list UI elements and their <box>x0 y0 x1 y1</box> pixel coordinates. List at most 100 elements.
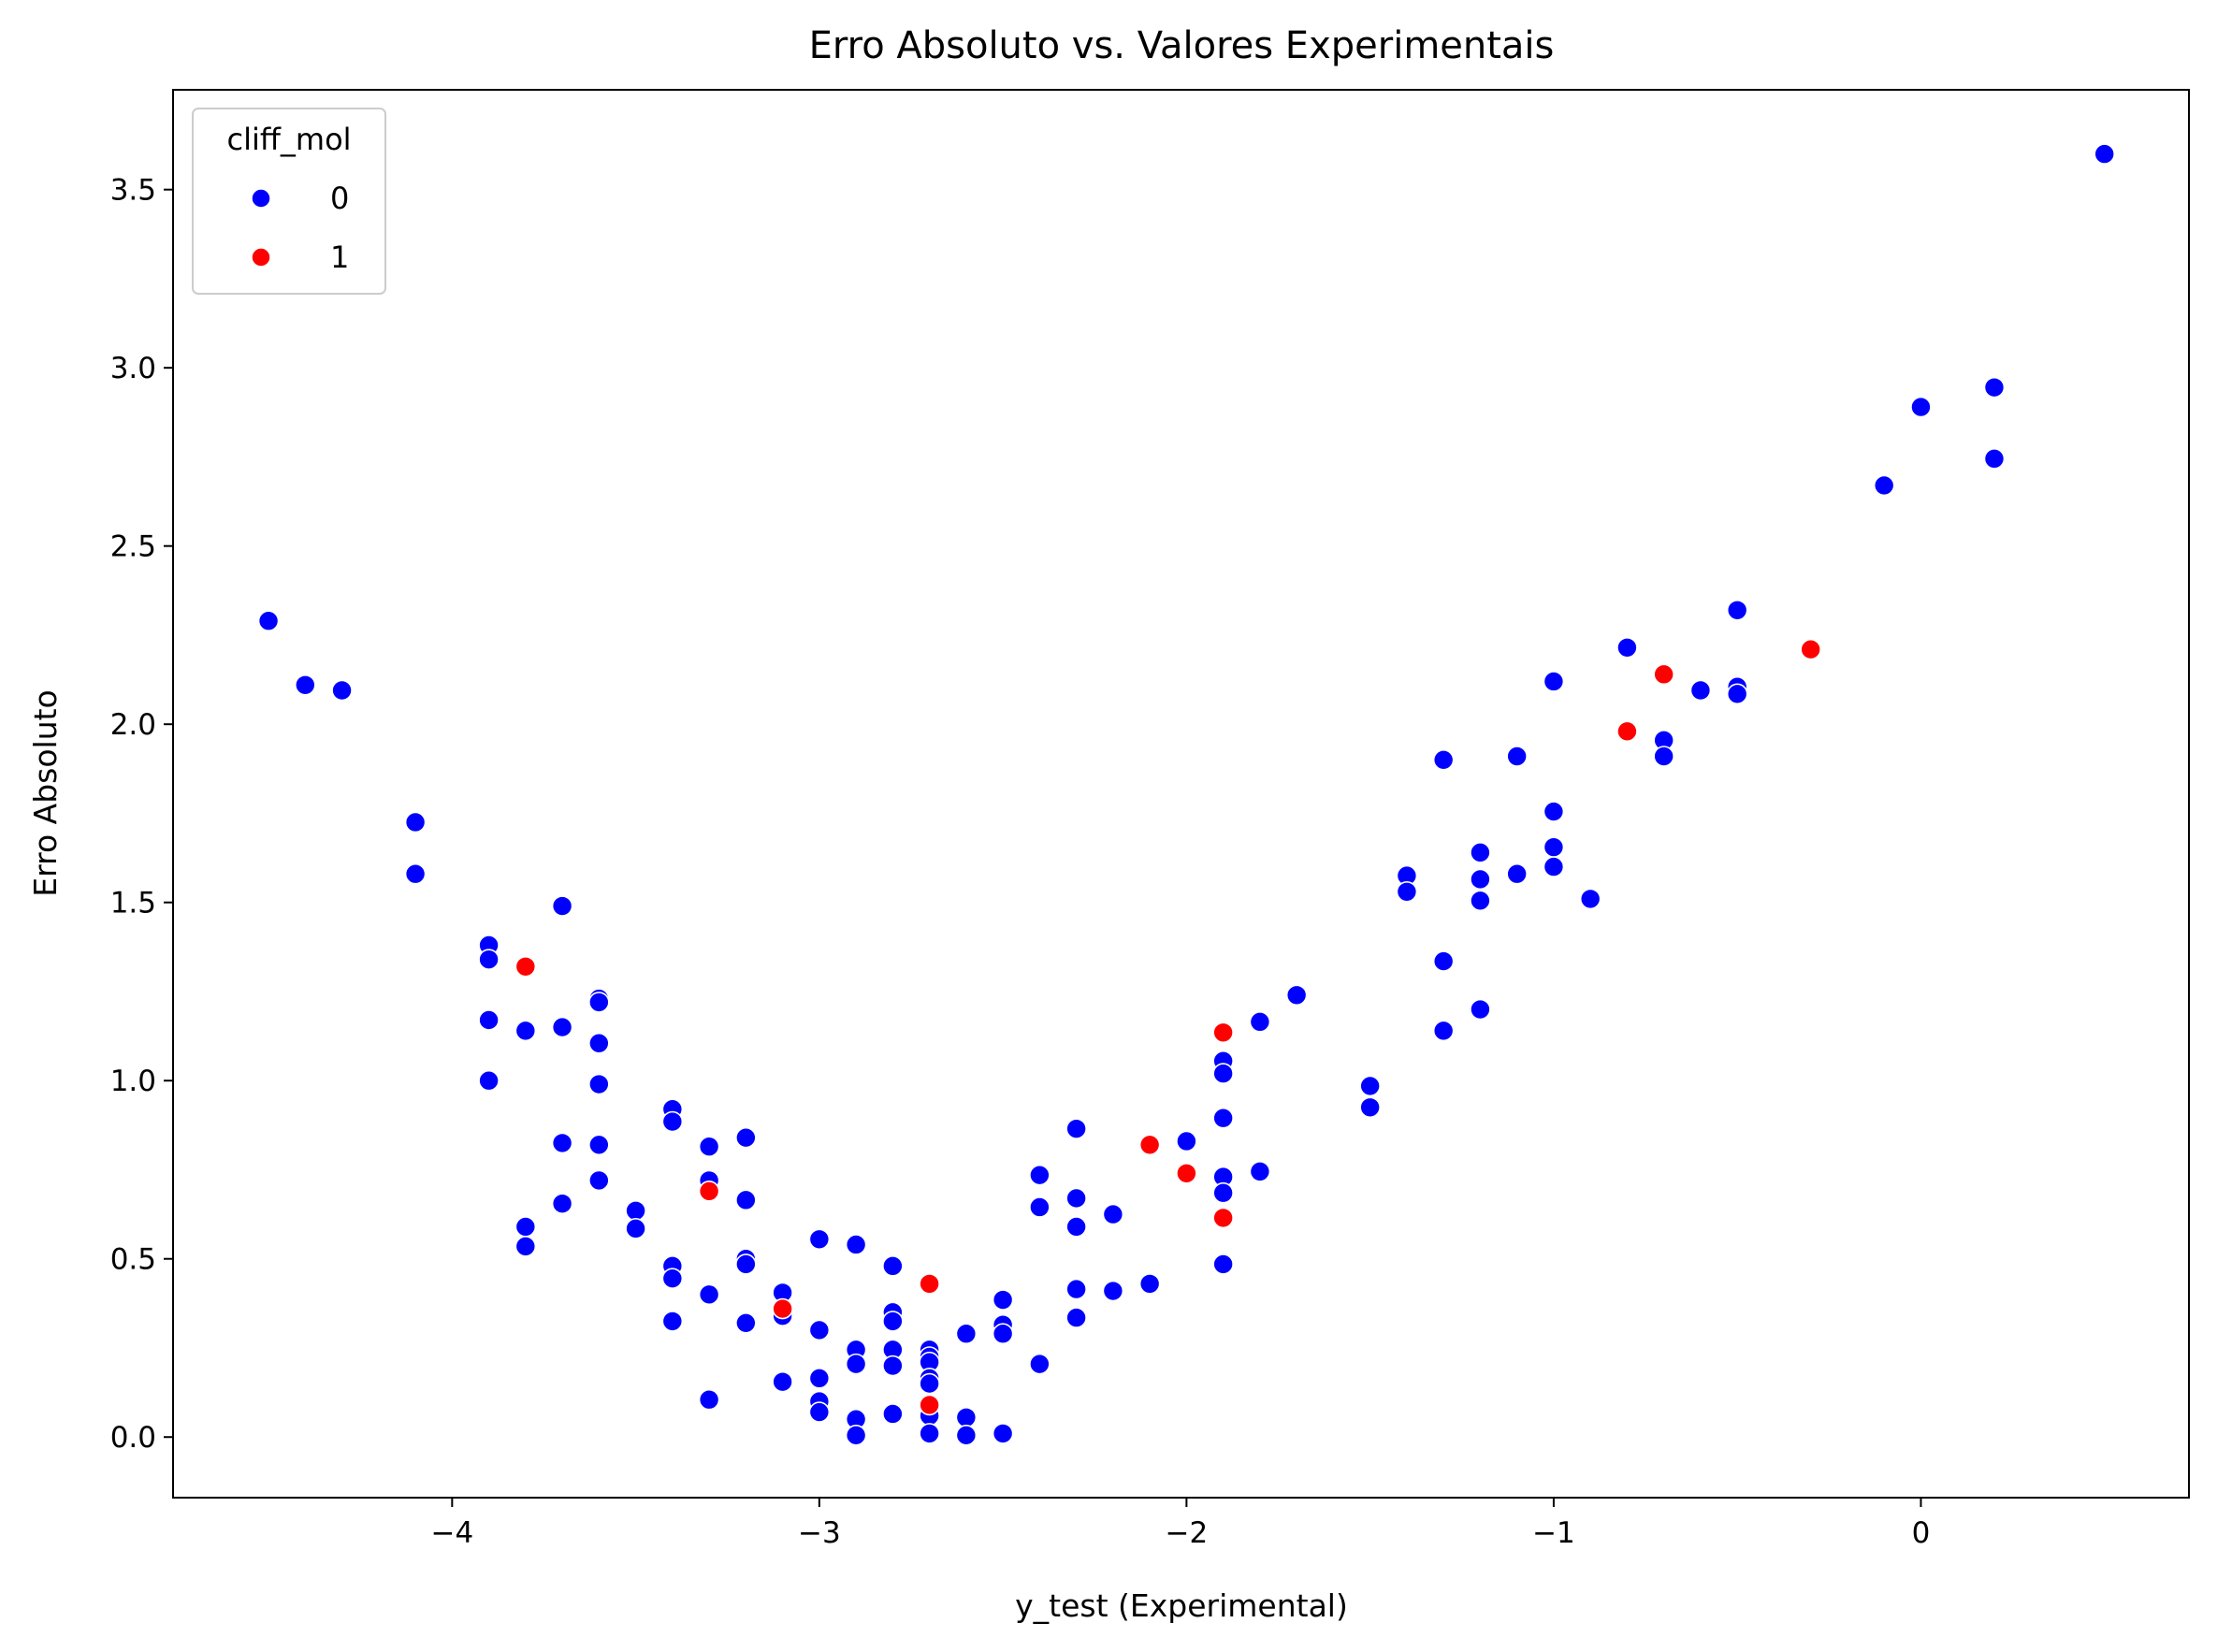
x-tick-label: −4 <box>430 1516 473 1550</box>
data-point-cliff-mol-0 <box>955 1406 978 1428</box>
data-point-cliff-mol-0 <box>808 1401 831 1423</box>
data-point-cliff-mol-0 <box>1689 679 1712 702</box>
data-point-cliff-mol-0 <box>808 1319 831 1341</box>
data-point-cliff-mol-0 <box>1543 856 1565 877</box>
plot-area-frame <box>172 89 2190 1499</box>
y-tick-label: 2.5 <box>110 530 156 564</box>
data-point-cliff-mol-1 <box>1616 720 1638 743</box>
data-point-cliff-mol-0 <box>404 862 427 885</box>
data-point-cliff-mol-0 <box>992 1289 1014 1311</box>
legend: cliff_mol 0 1 <box>192 108 386 295</box>
data-point-cliff-mol-0 <box>955 1425 978 1446</box>
data-point-cliff-mol-0 <box>331 679 353 702</box>
data-point-cliff-mol-0 <box>1102 1280 1124 1302</box>
data-point-cliff-mol-1 <box>1212 1207 1234 1229</box>
data-point-cliff-mol-0 <box>625 1199 646 1222</box>
x-tick-label: 0 <box>1912 1516 1931 1550</box>
data-point-cliff-mol-0 <box>1432 1020 1455 1042</box>
data-point-cliff-mol-0 <box>551 1193 573 1214</box>
data-point-cliff-mol-0 <box>735 1126 757 1149</box>
legend-marker-1 <box>251 247 271 268</box>
data-point-cliff-mol-0 <box>661 1110 684 1133</box>
data-point-cliff-mol-0 <box>551 1132 573 1154</box>
data-point-cliff-mol-0 <box>2094 143 2116 165</box>
data-point-cliff-mol-0 <box>1249 1011 1271 1033</box>
data-point-cliff-mol-0 <box>1029 1164 1051 1186</box>
y-axis-label: Erro Absoluto <box>27 689 64 896</box>
data-point-cliff-mol-0 <box>1470 998 1491 1021</box>
data-point-cliff-mol-0 <box>735 1253 757 1275</box>
data-points <box>257 143 2116 1446</box>
data-point-cliff-mol-1 <box>1176 1162 1197 1184</box>
data-point-cliff-mol-0 <box>514 1236 537 1257</box>
data-point-cliff-mol-0 <box>1983 448 2006 470</box>
data-point-cliff-mol-0 <box>1249 1161 1271 1182</box>
data-point-cliff-mol-0 <box>845 1353 867 1375</box>
data-point-cliff-mol-0 <box>1396 880 1418 903</box>
y-tick-label: 3.5 <box>110 174 156 208</box>
y-tick-label: 0.0 <box>110 1421 156 1455</box>
data-point-cliff-mol-0 <box>698 1388 720 1411</box>
data-point-cliff-mol-0 <box>1432 749 1455 771</box>
data-point-cliff-mol-0 <box>588 1134 610 1156</box>
data-point-cliff-mol-0 <box>882 1355 904 1377</box>
data-point-cliff-mol-0 <box>1579 888 1601 910</box>
data-point-cliff-mol-0 <box>1065 1118 1087 1139</box>
data-point-cliff-mol-0 <box>1212 1253 1234 1275</box>
data-point-cliff-mol-0 <box>661 1311 684 1332</box>
data-point-cliff-mol-0 <box>845 1425 867 1446</box>
data-point-cliff-mol-1 <box>698 1181 720 1202</box>
data-point-cliff-mol-0 <box>1983 376 2006 399</box>
data-point-cliff-mol-0 <box>1726 683 1748 705</box>
data-point-cliff-mol-0 <box>1543 836 1565 858</box>
data-point-cliff-mol-0 <box>551 895 573 917</box>
data-point-cliff-mol-0 <box>588 1169 610 1192</box>
data-point-cliff-mol-0 <box>882 1403 904 1425</box>
data-point-cliff-mol-0 <box>588 992 610 1013</box>
legend-label-1: 1 <box>330 239 349 275</box>
y-tick-label: 0.5 <box>110 1243 156 1277</box>
data-point-cliff-mol-0 <box>1065 1278 1087 1300</box>
data-point-cliff-mol-0 <box>1102 1203 1124 1225</box>
data-point-cliff-mol-0 <box>772 1370 793 1393</box>
data-point-cliff-mol-0 <box>1065 1187 1087 1210</box>
data-point-cliff-mol-0 <box>1138 1273 1161 1295</box>
data-point-cliff-mol-1 <box>919 1394 940 1416</box>
data-point-cliff-mol-0 <box>1653 746 1674 767</box>
data-point-cliff-mol-0 <box>588 1032 610 1054</box>
data-point-cliff-mol-0 <box>1543 671 1565 692</box>
data-point-cliff-mol-0 <box>919 1372 940 1395</box>
data-point-cliff-mol-0 <box>1470 890 1491 912</box>
x-tick-label: −3 <box>798 1516 841 1550</box>
data-point-cliff-mol-0 <box>1029 1196 1051 1218</box>
data-point-cliff-mol-0 <box>588 1073 610 1095</box>
data-point-cliff-mol-0 <box>1212 1107 1234 1129</box>
data-point-cliff-mol-0 <box>698 1283 720 1306</box>
data-point-cliff-mol-0 <box>882 1311 904 1332</box>
data-point-cliff-mol-1 <box>1138 1134 1161 1156</box>
data-point-cliff-mol-0 <box>1506 746 1528 767</box>
data-point-cliff-mol-1 <box>772 1297 793 1320</box>
data-point-cliff-mol-0 <box>882 1255 904 1277</box>
y-tick-label: 2.0 <box>110 708 156 742</box>
data-point-cliff-mol-0 <box>625 1218 646 1239</box>
data-point-cliff-mol-0 <box>1359 1096 1381 1119</box>
data-point-cliff-mol-0 <box>478 1069 500 1092</box>
chart-title: Erro Absoluto vs. Valores Experimentais <box>809 24 1555 67</box>
data-point-cliff-mol-0 <box>1543 801 1565 822</box>
data-point-cliff-mol-0 <box>514 1020 537 1042</box>
data-point-cliff-mol-0 <box>919 1423 940 1444</box>
x-axis-label: y_test (Experimental) <box>1015 1587 1348 1624</box>
data-point-cliff-mol-0 <box>992 1423 1014 1444</box>
data-point-cliff-mol-0 <box>698 1136 720 1158</box>
legend-title: cliff_mol <box>226 122 351 157</box>
data-point-cliff-mol-0 <box>1065 1307 1087 1328</box>
data-point-cliff-mol-0 <box>992 1323 1014 1345</box>
y-tick-label: 3.0 <box>110 352 156 385</box>
data-point-cliff-mol-0 <box>478 949 500 970</box>
y-tick-label: 1.0 <box>110 1065 156 1098</box>
legend-label-0: 0 <box>330 181 349 216</box>
data-point-cliff-mol-0 <box>661 1268 684 1289</box>
data-point-cliff-mol-0 <box>735 1189 757 1211</box>
